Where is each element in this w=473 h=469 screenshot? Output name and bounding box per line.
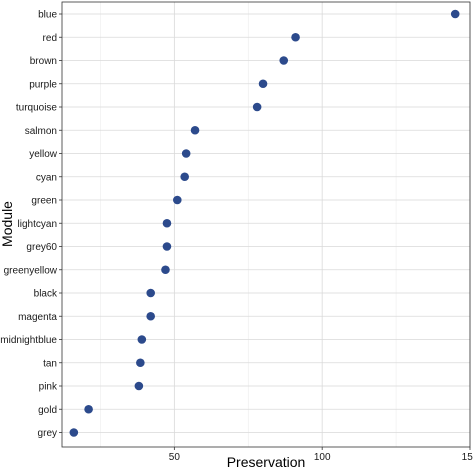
- data-point-brown: [279, 56, 289, 65]
- y-tick-label-lightcyan: lightcyan: [18, 219, 57, 230]
- data-point-yellow: [181, 149, 191, 158]
- y-tick-label-grey: grey: [38, 428, 57, 439]
- data-point-blue: [450, 9, 460, 19]
- y-tick-label-pink: pink: [39, 382, 58, 393]
- data-point-red: [291, 32, 300, 42]
- data-point-midnightblue: [137, 335, 147, 344]
- data-point-magenta: [146, 311, 155, 321]
- data-point-pink: [134, 381, 144, 391]
- y-axis-title: Module: [0, 201, 15, 247]
- data-point-salmon: [190, 125, 200, 135]
- x-tick-label: 100: [314, 452, 331, 463]
- data-point-green: [173, 195, 182, 205]
- data-point-black: [146, 288, 155, 298]
- data-point-grey: [69, 428, 79, 437]
- x-tick-label: 50: [169, 452, 181, 463]
- y-tick-label-magenta: magenta: [18, 312, 57, 323]
- y-tick-label-gold: gold: [38, 405, 57, 416]
- data-point-greenyellow: [161, 265, 170, 275]
- y-tick-label-blue: blue: [38, 10, 57, 21]
- y-tick-label-salmon: salmon: [25, 126, 57, 137]
- y-tick-label-midnightblue: midnightblue: [0, 335, 57, 346]
- plot-panel-border: [61, 1, 471, 448]
- y-tick-label-tan: tan: [43, 358, 57, 369]
- y-tick-label-purple: purple: [29, 79, 57, 90]
- x-tick-label: 150: [462, 452, 473, 463]
- data-point-lightcyan: [162, 218, 172, 228]
- y-tick-label-grey60: grey60: [26, 242, 57, 253]
- y-tick-label-red: red: [43, 33, 57, 44]
- data-point-tan: [136, 358, 145, 368]
- grid-lines: [62, 2, 471, 447]
- y-tick-label-greenyellow: greenyellow: [4, 265, 58, 276]
- y-tick-label-turquoise: turquoise: [16, 103, 58, 114]
- x-axis-ticks: 50 100 150: [169, 447, 473, 463]
- data-point-cyan: [180, 172, 189, 182]
- y-tick-label-brown: brown: [30, 56, 57, 67]
- data-point-purple: [258, 79, 268, 89]
- y-tick-label-black: black: [34, 289, 58, 300]
- data-points: [69, 9, 460, 437]
- data-point-gold: [84, 404, 93, 414]
- y-tick-label-cyan: cyan: [36, 172, 57, 183]
- data-point-grey60: [162, 242, 172, 251]
- x-axis-title: Preservation: [227, 454, 306, 469]
- y-axis-ticks: blue red brown purple turquoise salmon yellow c…: [0, 10, 62, 439]
- data-point-turquoise: [252, 102, 262, 112]
- y-tick-label-yellow: yellow: [29, 149, 58, 160]
- y-tick-label-green: green: [31, 196, 57, 207]
